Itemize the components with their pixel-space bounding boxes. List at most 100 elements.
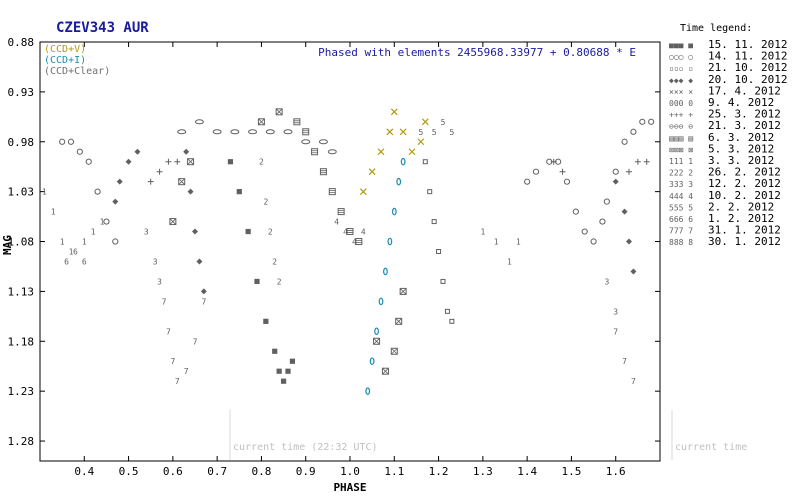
data-point (319, 168, 327, 176)
data-point: 7 (193, 337, 198, 346)
data-point: 3 (613, 307, 618, 316)
time-legend-symbol: ◆◆◆ ◆ (669, 76, 693, 85)
data-point (365, 387, 371, 395)
data-point (116, 178, 123, 185)
data-point (378, 297, 384, 306)
data-point: 2 (277, 277, 282, 286)
time-legend-symbol: ⊠⊠⊠ ⊠ (669, 145, 693, 154)
data-point (245, 228, 251, 235)
x-tick-label: 0.9 (296, 465, 316, 478)
svg-text:3: 3 (153, 257, 158, 266)
data-point: 4 (343, 228, 348, 237)
data-point: 3 (604, 277, 609, 286)
data-point (346, 228, 354, 236)
svg-text:1: 1 (494, 238, 499, 247)
data-point (289, 358, 296, 364)
data-point (293, 118, 301, 126)
x-tick-label: 1.3 (473, 465, 493, 478)
data-point (248, 129, 258, 135)
data-point (263, 318, 269, 324)
time-legend-symbol: 555 5 (669, 203, 693, 212)
data-point: 1 (494, 238, 499, 247)
y-tick-label: 1.23 (8, 385, 35, 398)
svg-text:7: 7 (184, 367, 189, 376)
data-point (283, 129, 293, 135)
x-tick-label: 0.4 (74, 465, 94, 478)
svg-text:1: 1 (51, 208, 56, 217)
time-legend-date: 1. 2. 2012 (708, 212, 774, 225)
svg-text:1: 1 (82, 238, 87, 247)
time-legend-symbol: +++ + (669, 111, 693, 120)
time-legend-symbol: 222 2 (669, 169, 693, 178)
svg-text:2: 2 (277, 277, 282, 286)
data-point (421, 118, 429, 126)
data-point (285, 368, 291, 374)
data-point (643, 158, 650, 165)
data-point (449, 318, 455, 324)
time-legend-symbol: 777 7 (669, 227, 693, 236)
svg-text:1: 1 (69, 248, 74, 257)
data-point (328, 188, 336, 196)
svg-text:1: 1 (100, 218, 105, 227)
data-point (103, 218, 110, 225)
y-tick-label: 0.88 (8, 36, 35, 49)
data-point (436, 249, 442, 254)
time-legend-date: 15. 11. 2012 (708, 38, 787, 51)
data-point (417, 138, 425, 146)
data-point (147, 178, 154, 185)
data-point (200, 288, 207, 295)
time-legend-symbol: 111 1 (669, 157, 693, 166)
data-point (563, 178, 571, 185)
data-point (134, 148, 141, 155)
svg-text:1: 1 (91, 228, 96, 237)
time-legend-symbol: ▤▤▤ ▤ (669, 134, 693, 143)
current-time-label-right: current time (675, 442, 747, 453)
data-point (165, 158, 172, 165)
data-point (590, 238, 597, 245)
data-point (621, 138, 628, 145)
data-point (383, 267, 388, 276)
time-legend-date: 31. 1. 2012 (708, 224, 781, 237)
time-legend-symbol: ○○○ ○ (669, 53, 693, 62)
time-legend-date: 25. 3. 2012 (708, 108, 781, 121)
svg-text:7: 7 (166, 327, 171, 336)
time-legend-date: 10. 2. 2012 (708, 189, 781, 202)
data-point: 3 (157, 277, 162, 286)
data-point: 7 (622, 357, 627, 366)
data-point (532, 168, 540, 175)
data-point (626, 238, 632, 245)
data-point (272, 348, 278, 354)
time-legend-date: 21. 10. 2012 (708, 61, 787, 74)
data-point: 1 (60, 238, 65, 247)
x-tick-label: 1.4 (517, 465, 537, 478)
x-tick-label: 0.8 (251, 465, 271, 478)
svg-text:2: 2 (263, 198, 268, 207)
x-tick-label: 1.2 (429, 465, 449, 478)
svg-text:7: 7 (162, 297, 167, 306)
data-point (395, 317, 403, 325)
data-point: 7 (162, 297, 167, 306)
data-point (572, 208, 579, 215)
time-legend-date: 3. 3. 2012 (708, 154, 774, 167)
data-point: 5 (449, 128, 454, 137)
data-point: 7 (631, 377, 636, 386)
data-point (390, 108, 398, 116)
data-point (381, 367, 389, 375)
data-point (230, 129, 240, 135)
time-legend-symbol: 000 0 (669, 99, 693, 108)
chart-title: CZEV343 AUR (56, 20, 149, 36)
data-point (311, 148, 319, 156)
time-legend-symbol: ××× × (669, 87, 693, 96)
data-point (581, 228, 588, 235)
data-point (174, 158, 181, 165)
plot-frame (39, 41, 661, 462)
x-tick-label: 1.6 (606, 465, 626, 478)
data-point (67, 138, 75, 145)
svg-text:2: 2 (272, 257, 277, 266)
y-tick-label: 1.08 (8, 236, 35, 249)
time-legend-date: 26. 2. 2012 (708, 166, 781, 179)
y-tick-label: 1.13 (8, 285, 35, 298)
data-point (396, 177, 402, 186)
data-point: 1 (51, 208, 56, 217)
y-tick-label: 0.93 (8, 86, 35, 99)
